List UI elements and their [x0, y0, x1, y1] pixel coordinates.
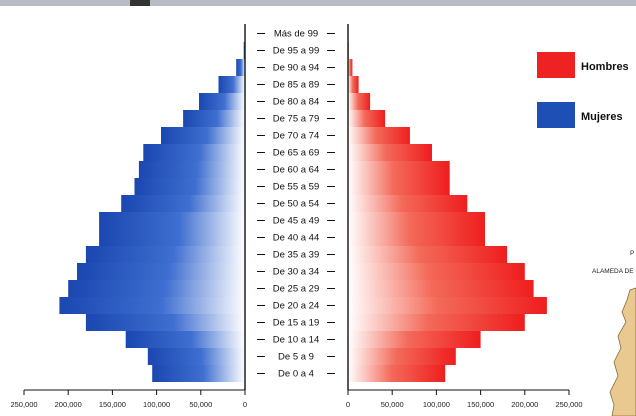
age-group-label: De 75 a 79	[273, 114, 319, 125]
age-group-labels: Más de 99 De 95 a 99 De 90 a 94 De 85 a 89 D…	[257, 29, 335, 380]
bar-mujeres	[134, 178, 245, 195]
x-tick-label: 250,000	[555, 400, 582, 409]
age-group-label: De 0 a 4	[278, 369, 314, 380]
x-tick-label: 0	[243, 400, 247, 409]
bar-hombres	[348, 178, 450, 195]
bar-mujeres	[152, 365, 245, 382]
bar-mujeres	[99, 229, 245, 246]
bar-hombres	[348, 314, 525, 331]
bar-hombres	[348, 144, 432, 161]
bar-hombres	[348, 212, 485, 229]
age-group-label: De 45 a 49	[273, 216, 319, 227]
bar-hombres	[348, 127, 410, 144]
x-tick-label: 200,000	[511, 400, 538, 409]
legend-label-hombres: Hombres	[581, 61, 629, 73]
age-group-label: De 5 a 9	[278, 352, 314, 363]
bar-mujeres	[199, 93, 245, 110]
map-label-alameda: ALAMEDA DE	[592, 268, 634, 275]
legend-swatch-hombres	[537, 52, 575, 78]
bar-mujeres	[125, 331, 245, 348]
x-tick-label: 0	[346, 400, 350, 409]
bar-mujeres	[183, 110, 245, 127]
bar-mujeres	[147, 348, 245, 365]
bar-hombres	[348, 110, 386, 127]
bar-hombres	[348, 229, 485, 246]
bar-hombres	[348, 59, 353, 76]
map-label-p: P	[630, 250, 634, 257]
age-group-label: De 60 a 64	[273, 165, 319, 176]
age-group-label: De 15 a 19	[273, 318, 319, 329]
x-tick-label: 100,000	[423, 400, 450, 409]
age-group-label: De 40 a 44	[273, 233, 319, 244]
mujeres-bars	[59, 25, 246, 382]
map-shape	[609, 287, 636, 416]
bar-mujeres	[77, 263, 245, 280]
x-tick-label: 200,000	[55, 400, 82, 409]
bar-hombres	[348, 161, 450, 178]
bar-hombres	[348, 297, 547, 314]
right-x-ticks: 0 50,000 100,000 150,000 200,000 250,000	[346, 390, 583, 409]
x-tick-label: 50,000	[381, 400, 404, 409]
age-group-label: De 90 a 94	[273, 63, 319, 74]
age-group-label: De 30 a 34	[273, 267, 319, 278]
bar-mujeres	[236, 59, 245, 76]
hombres-bars	[348, 25, 547, 382]
bar-mujeres	[161, 127, 245, 144]
top-band	[0, 0, 636, 6]
x-tick-label: 250,000	[10, 400, 37, 409]
map-fragment: P ALAMEDA DE	[592, 250, 636, 416]
age-group-label: De 65 a 69	[273, 148, 319, 159]
bar-mujeres	[138, 161, 245, 178]
x-tick-label: 100,000	[143, 400, 170, 409]
x-tick-label: 150,000	[99, 400, 126, 409]
age-group-label: De 55 a 59	[273, 182, 319, 193]
age-group-label: De 20 a 24	[273, 301, 319, 312]
top-band-dark	[130, 0, 150, 6]
bar-hombres	[348, 246, 508, 263]
bar-mujeres	[85, 246, 246, 263]
age-group-label: De 50 a 54	[273, 199, 319, 210]
age-group-label: Más de 99	[274, 29, 318, 40]
age-group-label: De 70 a 74	[273, 131, 319, 142]
bar-mujeres	[59, 297, 246, 314]
age-group-label: De 25 a 29	[273, 284, 319, 295]
legend-swatch-mujeres	[537, 102, 575, 128]
bar-mujeres	[143, 144, 245, 161]
age-group-label: De 85 a 89	[273, 80, 319, 91]
bar-hombres	[348, 76, 359, 93]
bar-mujeres	[85, 314, 246, 331]
bar-mujeres	[121, 195, 245, 212]
bar-hombres	[348, 348, 456, 365]
age-group-label: De 95 a 99	[273, 46, 319, 57]
bar-hombres	[348, 331, 481, 348]
bar-hombres	[348, 263, 525, 280]
bar-hombres	[348, 195, 468, 212]
age-group-label: De 10 a 14	[273, 335, 319, 346]
bar-hombres	[348, 365, 446, 382]
left-x-ticks: 250,000 200,000 150,000 100,000 50,000 0	[10, 390, 247, 409]
age-group-label: De 35 a 39	[273, 250, 319, 261]
x-tick-label: 150,000	[467, 400, 494, 409]
age-group-label: De 80 a 84	[273, 97, 319, 108]
bar-mujeres	[68, 280, 245, 297]
bar-mujeres	[99, 212, 245, 229]
bar-hombres	[348, 280, 534, 297]
legend-label-mujeres: Mujeres	[581, 111, 623, 123]
bar-mujeres	[218, 76, 245, 93]
bar-hombres	[348, 93, 371, 110]
x-tick-label: 50,000	[189, 400, 212, 409]
